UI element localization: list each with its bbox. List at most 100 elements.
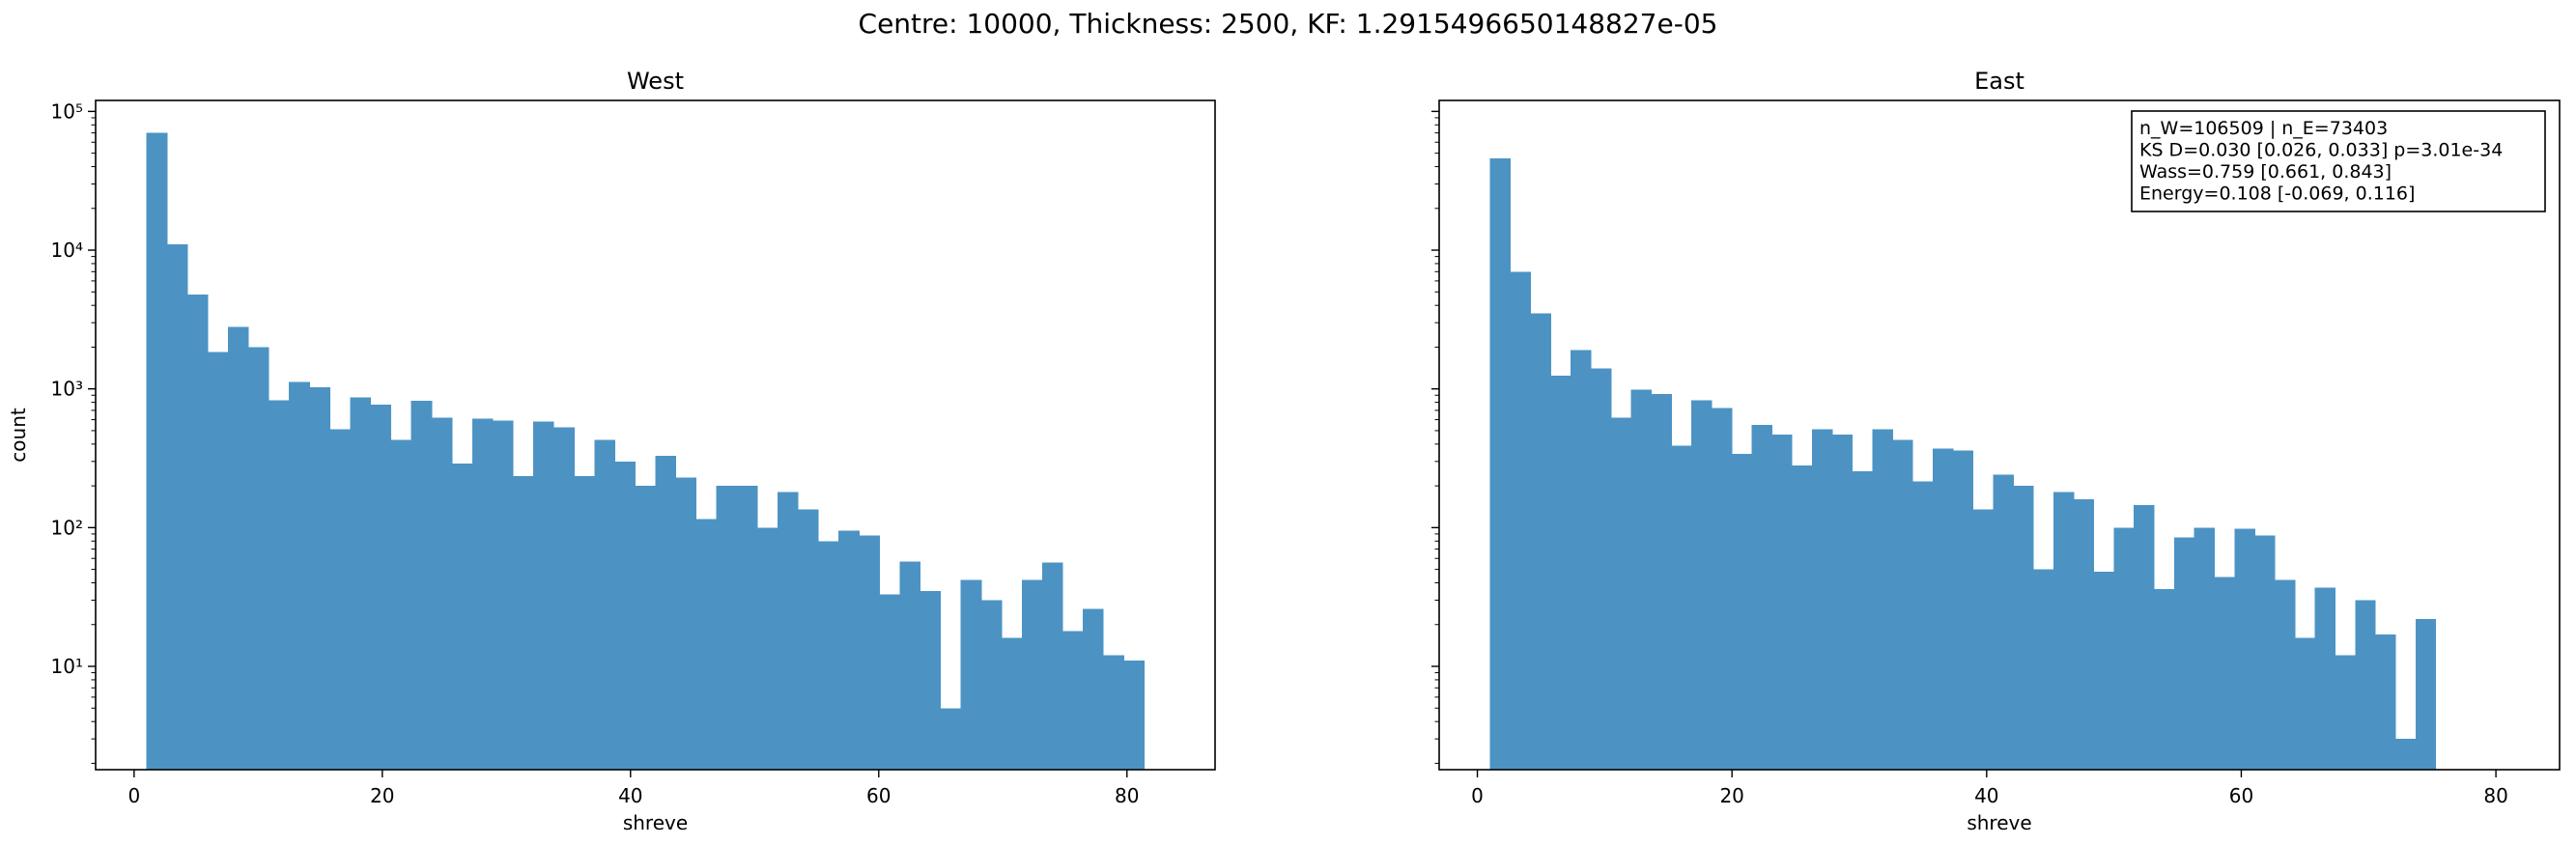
histogram-bar	[920, 590, 942, 770]
x-axis-label: shreve	[1967, 811, 2031, 834]
x-tick-label: 0	[127, 784, 140, 807]
histogram-bar	[980, 600, 1003, 770]
x-tick-label: 20	[370, 784, 394, 807]
histogram-bar	[1932, 448, 1954, 770]
histogram-bar	[2415, 618, 2437, 770]
histogram-bar	[716, 486, 738, 770]
panel-title: West	[627, 68, 684, 95]
histogram-bar	[1062, 631, 1084, 770]
histogram-bar	[1123, 661, 1145, 770]
x-axis-label: shreve	[623, 811, 688, 834]
stats-annotation-line: n_W=106509 | n_E=73403	[2139, 118, 2388, 139]
panel-title: East	[1974, 68, 2024, 95]
histogram-bar	[1041, 562, 1063, 770]
histogram-bar	[1530, 313, 1551, 770]
histogram-bar	[818, 541, 839, 770]
histogram-bar	[838, 530, 860, 770]
histogram-bar	[1691, 400, 1713, 770]
histogram-bar	[574, 476, 595, 770]
histogram-bar	[1831, 434, 1854, 770]
y-tick-label: 10²	[51, 516, 83, 539]
histogram-bar	[146, 132, 168, 770]
histogram-bar	[1671, 445, 1692, 770]
histogram-bar	[2073, 499, 2095, 770]
histogram-bar	[289, 381, 310, 770]
x-tick-label: 40	[1974, 784, 1998, 807]
histogram-bar	[1550, 375, 1571, 770]
histogram-bar	[2214, 577, 2235, 770]
x-tick-label: 80	[1115, 784, 1139, 807]
histogram-bar	[1590, 368, 1612, 770]
histogram-bar	[960, 579, 982, 770]
histogram-bars	[1489, 157, 2437, 771]
east-panel: 0 20 40 60 80 East shreve n_W=106509 | n_E=7340…	[1431, 68, 2561, 834]
histogram-bar	[451, 463, 473, 770]
y-tick-label: 10⁵	[51, 99, 83, 123]
axes-frame	[95, 99, 1216, 771]
histogram-bar	[1651, 393, 1672, 770]
histogram-bar	[2294, 637, 2316, 770]
histogram-bar	[1792, 465, 1813, 770]
histogram-bar	[329, 429, 352, 770]
histogram-bar	[1489, 157, 1512, 771]
histogram-bar	[2234, 528, 2255, 770]
y-axis-label: count	[7, 408, 30, 463]
x-tick-label: 20	[1719, 784, 1743, 807]
histogram-bar	[2274, 579, 2296, 770]
histogram-bar	[1771, 434, 1793, 770]
figure-title: Centre: 10000, Thickness: 2500, KF: 1.29…	[858, 8, 1718, 40]
histogram-bar	[695, 519, 718, 770]
histogram-bar	[553, 427, 575, 770]
histogram-bar	[1103, 655, 1124, 770]
histogram-bar	[879, 594, 900, 770]
histogram-bar	[655, 455, 677, 770]
x-tick-label: 0	[1471, 784, 1484, 807]
x-tick-label: 80	[2483, 784, 2507, 807]
histogram-bar	[756, 527, 778, 770]
histogram-bar	[410, 401, 433, 770]
histogram-bar	[2335, 655, 2356, 770]
histogram-bar	[2134, 505, 2155, 770]
y-tick-label: 10³	[51, 378, 83, 401]
histogram-bar	[777, 492, 799, 770]
histogram-bar	[1571, 350, 1592, 770]
histogram-bar	[1811, 429, 1833, 770]
y-tick-label: 10¹	[51, 655, 83, 678]
histogram-bar	[309, 386, 330, 770]
y-tick-label: 10⁴	[51, 239, 83, 262]
histogram-bar	[1510, 271, 1531, 770]
histogram-bar	[269, 400, 290, 770]
histogram-bar	[431, 417, 453, 770]
histogram-bar	[492, 420, 514, 770]
histogram-bar	[1751, 424, 1772, 770]
histogram-bar	[370, 405, 392, 770]
west-panel: 0 20 40 60 80 10¹ 10² 10³ 10⁴ 10⁵ West shreve count	[7, 68, 1216, 834]
stats-annotation-box	[2131, 110, 2546, 212]
histogram-bar	[1083, 608, 1104, 770]
histogram-bar	[2154, 589, 2175, 770]
histogram-bar	[614, 461, 637, 770]
histogram-bar	[594, 439, 615, 770]
histogram-bar	[899, 561, 921, 770]
histogram-bar	[390, 439, 412, 770]
histogram-bar	[1610, 417, 1632, 770]
histogram-bar	[635, 486, 657, 770]
histogram-bar	[186, 294, 209, 770]
histogram-bar	[1630, 389, 1652, 770]
histogram-bar	[2355, 600, 2376, 770]
histogram-bar	[2033, 569, 2054, 770]
axes-frame	[1438, 99, 2561, 771]
histogram-bar	[798, 509, 819, 770]
histogram-bar	[1993, 474, 2014, 770]
x-tick-label: 60	[2229, 784, 2253, 807]
histogram-bar	[2113, 527, 2135, 770]
histogram-bar	[1852, 470, 1874, 770]
histogram-bar	[1972, 509, 1995, 770]
histogram-bar	[1731, 454, 1753, 770]
histogram-bar	[533, 421, 554, 770]
histogram-bar	[1952, 450, 1974, 770]
x-tick-label: 40	[618, 784, 642, 807]
histogram-bar	[1872, 429, 1893, 770]
x-tick-label: 60	[866, 784, 891, 807]
histogram-bar	[2254, 535, 2276, 770]
